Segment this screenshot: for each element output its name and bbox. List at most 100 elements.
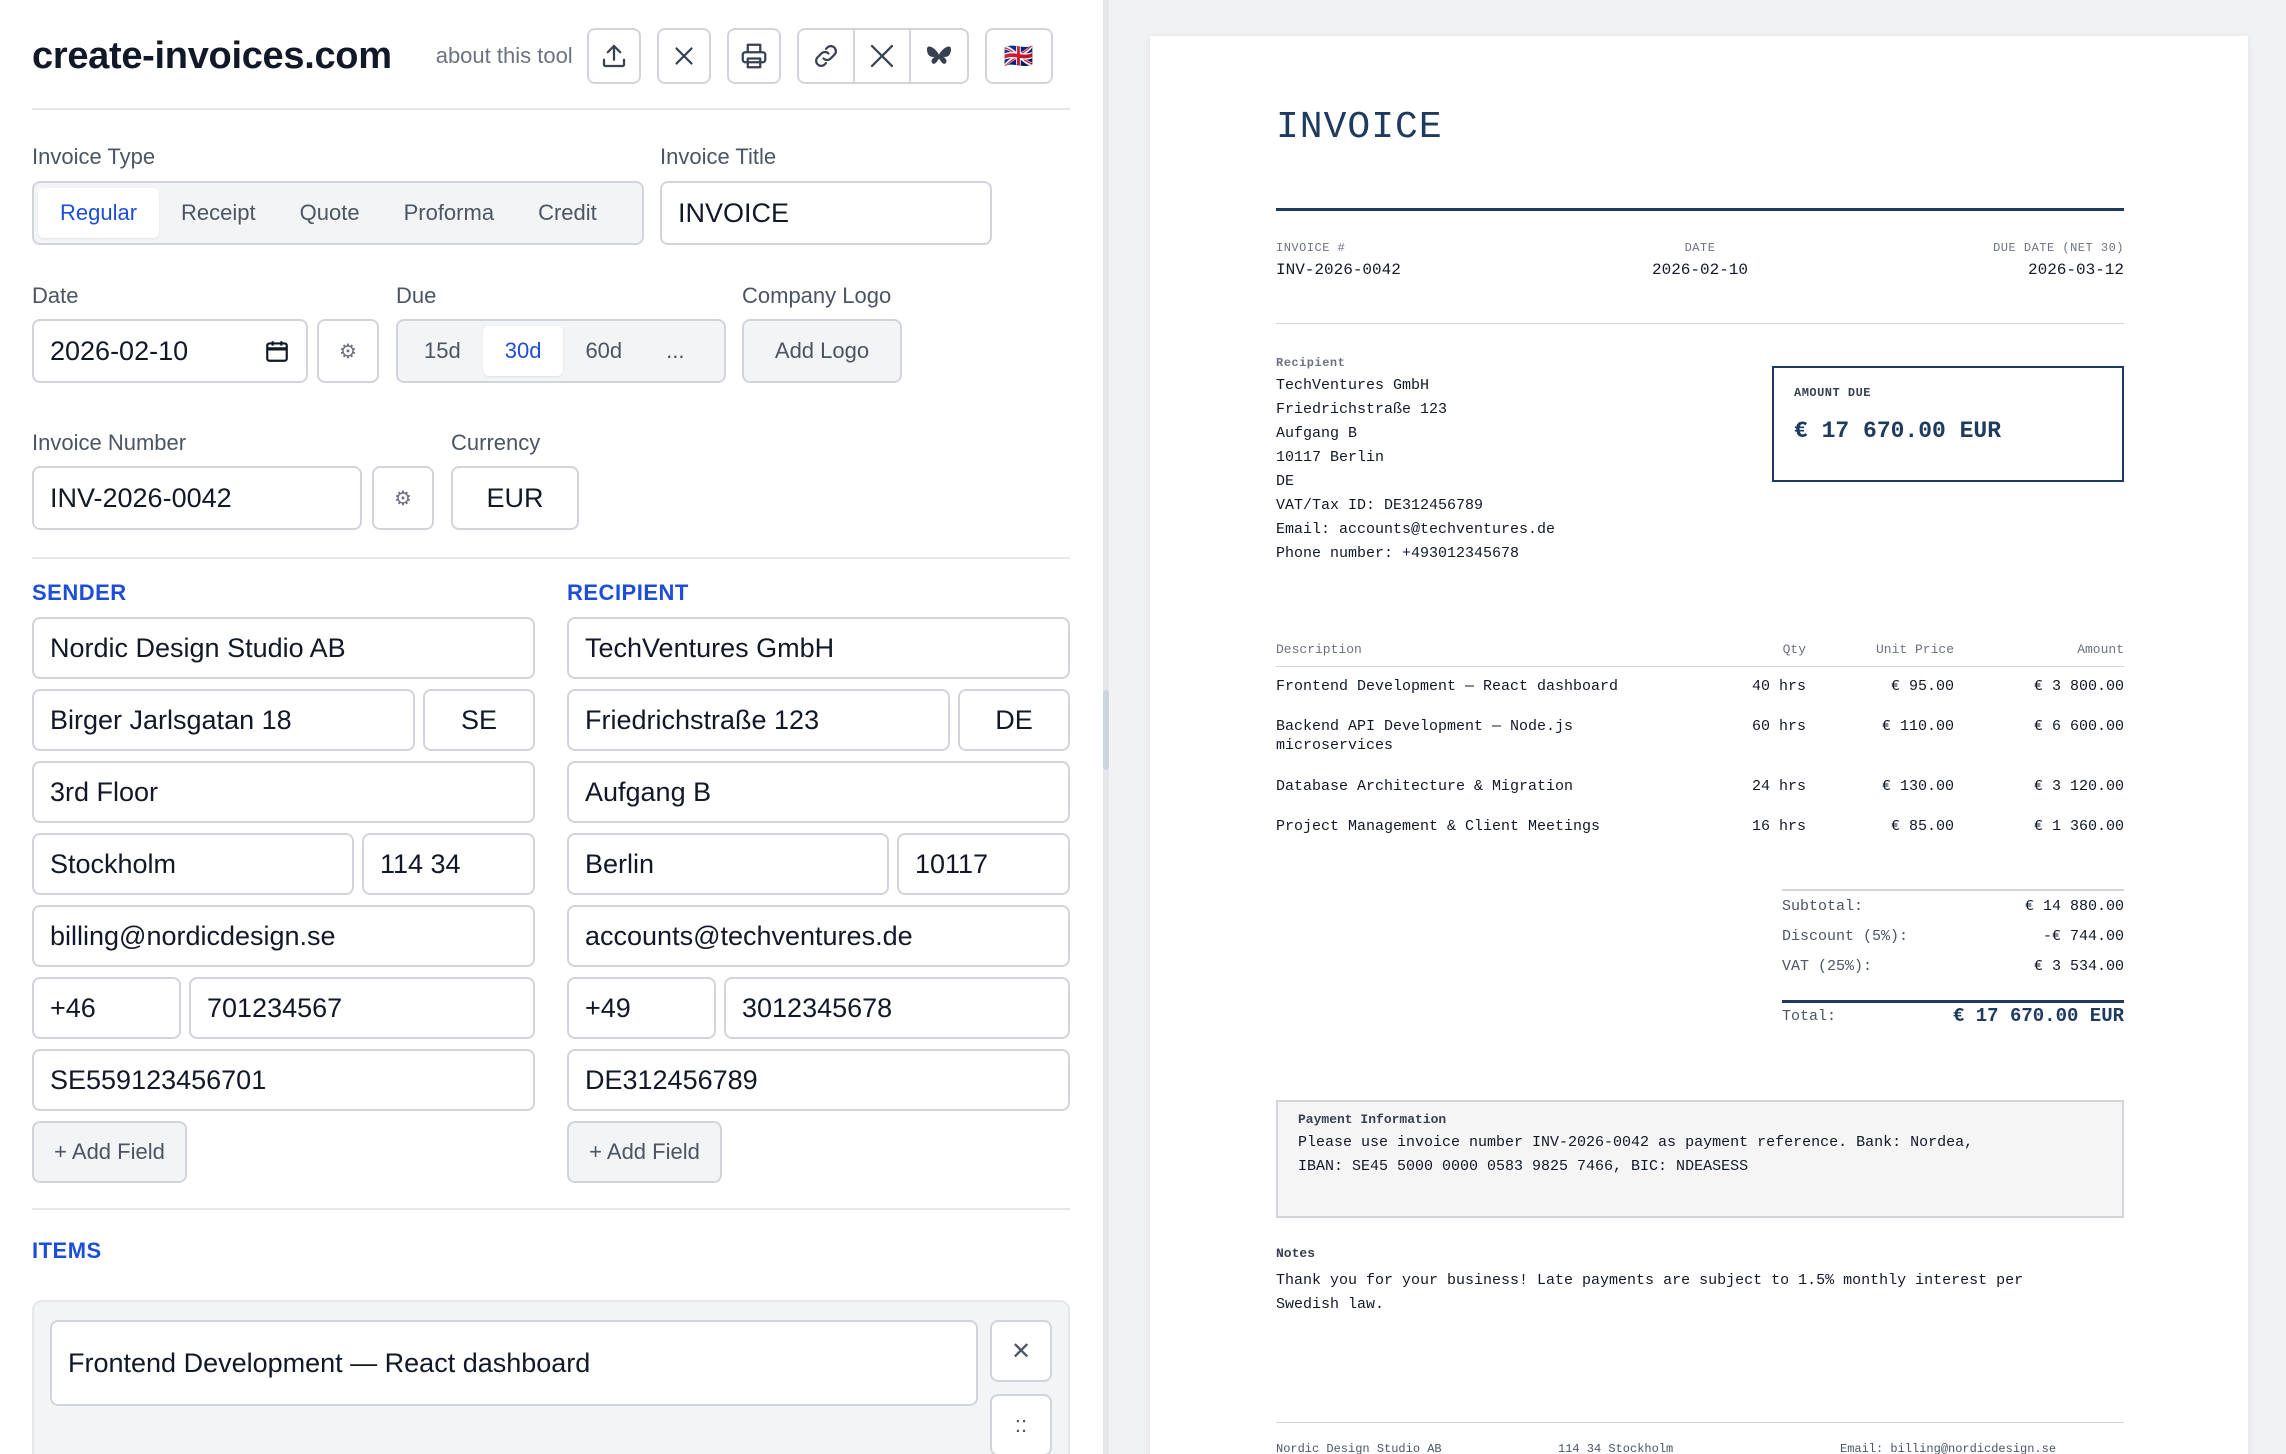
share-x-button[interactable] xyxy=(855,30,911,82)
total-value: € 17 670.00 EUR xyxy=(1952,1005,2124,1027)
discount-value: -€ 744.00 xyxy=(2042,928,2124,945)
item-card: Frontend Development — React dashboard ✕… xyxy=(32,1300,1070,1454)
due-option-60d[interactable]: 60d xyxy=(585,338,623,363)
remove-item-button[interactable]: ✕ xyxy=(990,1320,1052,1382)
butterfly-icon xyxy=(926,46,951,64)
invoice-number-caption: INVOICE # xyxy=(1276,241,1346,255)
upload-button[interactable] xyxy=(586,28,641,84)
title-rule xyxy=(1276,208,2124,211)
total-rule xyxy=(1782,1000,2124,1003)
sender-vat-input[interactable]: SE559123456701 xyxy=(32,1049,535,1111)
date-value: 2026-02-10 xyxy=(1651,261,1748,279)
sender-street-input[interactable]: Birger Jarlsgatan 18 xyxy=(32,689,415,751)
print-button[interactable] xyxy=(726,28,781,84)
share-button-group xyxy=(796,28,969,84)
company-logo-label: Company Logo xyxy=(742,283,892,308)
recipient-phone-code-input[interactable]: +49 xyxy=(567,977,716,1039)
due-option-15d[interactable]: 15d xyxy=(424,338,461,363)
date-settings-button[interactable]: ⚙ xyxy=(317,319,379,383)
amount-due-value: € 17 670.00 EUR xyxy=(1794,418,2002,444)
recipient-street-input[interactable]: Friedrichstraße 123 xyxy=(567,689,950,751)
invoice-type-regular[interactable]: Regular xyxy=(38,188,160,238)
language-button[interactable]: 🇬🇧 xyxy=(984,28,1053,84)
upload-icon xyxy=(602,44,625,68)
table-row: Project Management & Client Meetings 16 … xyxy=(1150,818,2248,858)
footer-rule xyxy=(1276,1422,2124,1423)
recipient-name-input[interactable]: TechVentures GmbH xyxy=(567,617,1070,679)
recipient-line: Email: accounts@techventures.de xyxy=(1276,521,1556,538)
recipient-email-input[interactable]: accounts@techventures.de xyxy=(567,905,1070,967)
recipient-add-field-button[interactable]: + Add Field xyxy=(567,1121,722,1183)
invoice-type-credit[interactable]: Credit xyxy=(538,200,597,225)
recipient-block: TechVentures GmbH Friedrichstraße 123 Au… xyxy=(1276,374,1555,566)
row-amount: € 6 600.00 xyxy=(2033,718,2124,735)
row-unit-price: € 110.00 xyxy=(1881,718,1954,735)
recipient-country-input[interactable]: DE xyxy=(958,689,1070,751)
row-amount: € 1 360.00 xyxy=(2033,818,2124,835)
recipient-zip-input[interactable]: 10117 xyxy=(897,833,1070,895)
gear-icon: ⚙ xyxy=(394,487,412,510)
number-settings-button[interactable]: ⚙ xyxy=(372,466,434,530)
sender-name-input[interactable]: Nordic Design Studio AB xyxy=(32,617,535,679)
invoice-type-selector: Regular Receipt Quote Proforma Credit xyxy=(32,181,644,245)
row-qty: 16 hrs xyxy=(1751,818,1806,835)
invoice-title-input[interactable]: INVOICE xyxy=(660,181,992,245)
subtotal-label: Subtotal: xyxy=(1782,898,1864,915)
copy-link-button[interactable] xyxy=(799,30,855,82)
col-qty-header: Qty xyxy=(1782,642,1806,657)
date-input[interactable]: 2026-02-10 xyxy=(32,319,308,383)
divider xyxy=(32,557,1070,559)
row-description: Backend API Development — Node.js xyxy=(1276,718,1574,735)
sender-address2-input[interactable]: 3rd Floor xyxy=(32,761,535,823)
items-title: ITEMS xyxy=(32,1238,102,1263)
invoice-number-value: INV-2026-0042 xyxy=(1276,261,1401,279)
table-row: Database Architecture & Migration 24 hrs… xyxy=(1150,778,2248,818)
invoice-type-proforma[interactable]: Proforma xyxy=(403,200,495,225)
drag-item-handle[interactable]: :: xyxy=(990,1394,1052,1454)
invoice-number-input[interactable]: INV-2026-0042 xyxy=(32,466,362,530)
sender-country-input[interactable]: SE xyxy=(423,689,535,751)
sender-email-input[interactable]: billing@nordicdesign.se xyxy=(32,905,535,967)
notes-line: Swedish law. xyxy=(1276,1296,1385,1313)
uk-flag-icon: 🇬🇧 xyxy=(1003,42,1034,70)
meta-rule xyxy=(1276,323,2124,324)
calendar-icon[interactable] xyxy=(264,338,290,364)
splitter-handle[interactable] xyxy=(1103,690,1109,770)
recipient-city-input[interactable]: Berlin xyxy=(567,833,889,895)
row-unit-price: € 95.00 xyxy=(1890,678,1954,695)
item-description-input[interactable]: Frontend Development — React dashboard xyxy=(50,1320,978,1406)
payment-info-line: IBAN: SE45 5000 0000 0583 9825 7466, BIC… xyxy=(1298,1158,1749,1175)
sender-phone-input[interactable]: 701234567 xyxy=(189,977,535,1039)
due-option-30d[interactable]: 30d xyxy=(482,326,564,376)
due-label: Due xyxy=(396,283,437,308)
currency-label: Currency xyxy=(451,430,541,455)
recipient-line: DE xyxy=(1276,473,1295,490)
share-bluesky-button[interactable] xyxy=(911,30,967,82)
sender-phone-code-input[interactable]: +46 xyxy=(32,977,181,1039)
top-toolbar: create-invoices.com about this tool xyxy=(32,26,1070,86)
invoice-type-label: Invoice Type xyxy=(32,144,156,169)
sender-city-input[interactable]: Stockholm xyxy=(32,833,354,895)
gear-icon: ⚙ xyxy=(339,340,357,363)
recipient-line: Phone number: +493012345678 xyxy=(1276,545,1520,562)
about-link[interactable]: about this tool xyxy=(435,43,573,68)
col-description-header: Description xyxy=(1276,642,1362,657)
row-qty: 60 hrs xyxy=(1751,718,1806,735)
invoice-type-receipt[interactable]: Receipt xyxy=(181,200,256,225)
due-option-more[interactable]: ... xyxy=(666,338,685,363)
footer-email: Email: billing@nordicdesign.se xyxy=(1840,1442,2057,1454)
sender-add-field-button[interactable]: + Add Field xyxy=(32,1121,187,1183)
invoice-editor-panel: create-invoices.com about this tool xyxy=(0,0,1103,1454)
link-icon xyxy=(814,45,837,67)
clear-button[interactable] xyxy=(656,28,711,84)
recipient-address2-input[interactable]: Aufgang B xyxy=(567,761,1070,823)
invoice-type-quote[interactable]: Quote xyxy=(299,200,360,225)
add-logo-button[interactable]: Add Logo xyxy=(742,319,902,383)
footer-company: Nordic Design Studio AB xyxy=(1276,1442,1442,1454)
currency-select[interactable]: EUR xyxy=(451,466,579,530)
amount-due-caption: AMOUNT DUE xyxy=(1794,386,1872,400)
due-selector: 15d 30d 60d ... xyxy=(396,319,726,383)
recipient-vat-input[interactable]: DE312456789 xyxy=(567,1049,1070,1111)
recipient-phone-input[interactable]: 3012345678 xyxy=(724,977,1070,1039)
sender-zip-input[interactable]: 114 34 xyxy=(362,833,535,895)
